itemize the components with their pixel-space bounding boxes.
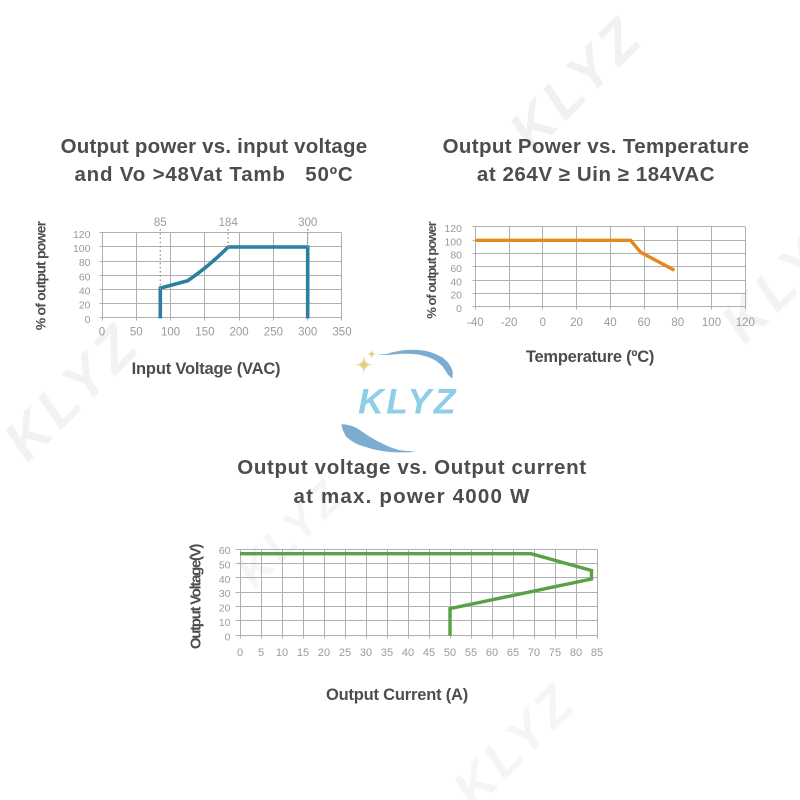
- svg-text:150: 150: [195, 327, 214, 339]
- svg-text:55: 55: [465, 647, 477, 659]
- svg-text:20: 20: [450, 290, 462, 302]
- svg-text:0: 0: [99, 327, 105, 339]
- svg-text:0: 0: [540, 317, 546, 329]
- svg-text:60: 60: [219, 545, 231, 557]
- svg-text:Output Current (A): Output Current (A): [326, 686, 468, 704]
- svg-text:120: 120: [736, 317, 755, 329]
- svg-text:85: 85: [591, 647, 603, 659]
- svg-text:35: 35: [381, 647, 393, 659]
- svg-text:Output Voltage(V): Output Voltage(V): [188, 544, 205, 650]
- svg-text:Input Voltage (VAC): Input Voltage (VAC): [132, 360, 281, 378]
- svg-text:Output power vs. input voltage: Output power vs. input voltage: [61, 135, 368, 158]
- svg-text:40: 40: [402, 647, 414, 659]
- svg-text:50: 50: [219, 559, 231, 571]
- svg-text:30: 30: [219, 588, 231, 600]
- svg-text:60: 60: [486, 647, 498, 659]
- svg-text:45: 45: [423, 647, 435, 659]
- svg-text:75: 75: [549, 647, 561, 659]
- svg-text:5: 5: [258, 647, 264, 659]
- svg-text:200: 200: [230, 327, 249, 339]
- svg-text:at max. power 4000 W: at max. power 4000 W: [293, 485, 530, 508]
- svg-text:KLYZ: KLYZ: [358, 382, 458, 422]
- svg-text:300: 300: [298, 327, 317, 339]
- svg-text:120: 120: [73, 229, 91, 241]
- svg-text:100: 100: [73, 243, 91, 255]
- svg-text:350: 350: [332, 327, 351, 339]
- svg-text:60: 60: [638, 317, 651, 329]
- svg-text:100: 100: [161, 327, 180, 339]
- svg-text:80: 80: [671, 317, 684, 329]
- svg-text:Temperature (ºC): Temperature (ºC): [526, 348, 654, 366]
- svg-text:80: 80: [79, 257, 91, 269]
- svg-text:40: 40: [450, 276, 462, 288]
- svg-text:120: 120: [444, 223, 462, 235]
- svg-text:30: 30: [360, 647, 372, 659]
- svg-text:40: 40: [79, 286, 91, 298]
- svg-text:70: 70: [528, 647, 540, 659]
- svg-text:0: 0: [225, 631, 231, 643]
- svg-text:0: 0: [237, 647, 243, 659]
- svg-text:100: 100: [444, 236, 462, 248]
- svg-text:-20: -20: [501, 317, 518, 329]
- svg-text:Output voltage vs. Output curr: Output voltage vs. Output current: [237, 456, 586, 479]
- svg-text:40: 40: [604, 317, 617, 329]
- svg-text:% of output power: % of output power: [424, 221, 439, 318]
- svg-text:250: 250: [264, 327, 283, 339]
- svg-text:50: 50: [444, 647, 456, 659]
- svg-text:25: 25: [339, 647, 351, 659]
- svg-text:0: 0: [85, 314, 91, 326]
- svg-text:and Vo >48Vat Tamb 50ºC: and Vo >48Vat Tamb 50ºC: [74, 163, 353, 186]
- svg-text:300: 300: [298, 217, 317, 229]
- svg-text:60: 60: [450, 263, 462, 275]
- svg-text:184: 184: [219, 217, 239, 229]
- svg-text:10: 10: [219, 617, 231, 629]
- svg-text:% of output power: % of output power: [33, 220, 49, 330]
- svg-text:15: 15: [297, 647, 309, 659]
- svg-text:20: 20: [318, 647, 330, 659]
- svg-text:65: 65: [507, 647, 519, 659]
- svg-text:40: 40: [219, 574, 231, 586]
- svg-text:80: 80: [450, 250, 462, 262]
- svg-text:-40: -40: [467, 317, 484, 329]
- svg-text:100: 100: [702, 317, 721, 329]
- svg-text:10: 10: [276, 647, 288, 659]
- svg-text:50: 50: [130, 327, 143, 339]
- svg-text:60: 60: [79, 271, 91, 283]
- svg-text:at 264V ≥ Uin ≥ 184VAC: at 264V ≥ Uin ≥ 184VAC: [477, 163, 715, 186]
- svg-text:20: 20: [79, 300, 91, 312]
- svg-text:Output Power vs. Temperature: Output Power vs. Temperature: [443, 135, 750, 158]
- svg-text:80: 80: [570, 647, 582, 659]
- svg-text:85: 85: [154, 217, 167, 229]
- svg-text:20: 20: [219, 603, 231, 615]
- svg-text:0: 0: [456, 303, 462, 315]
- svg-text:20: 20: [570, 317, 583, 329]
